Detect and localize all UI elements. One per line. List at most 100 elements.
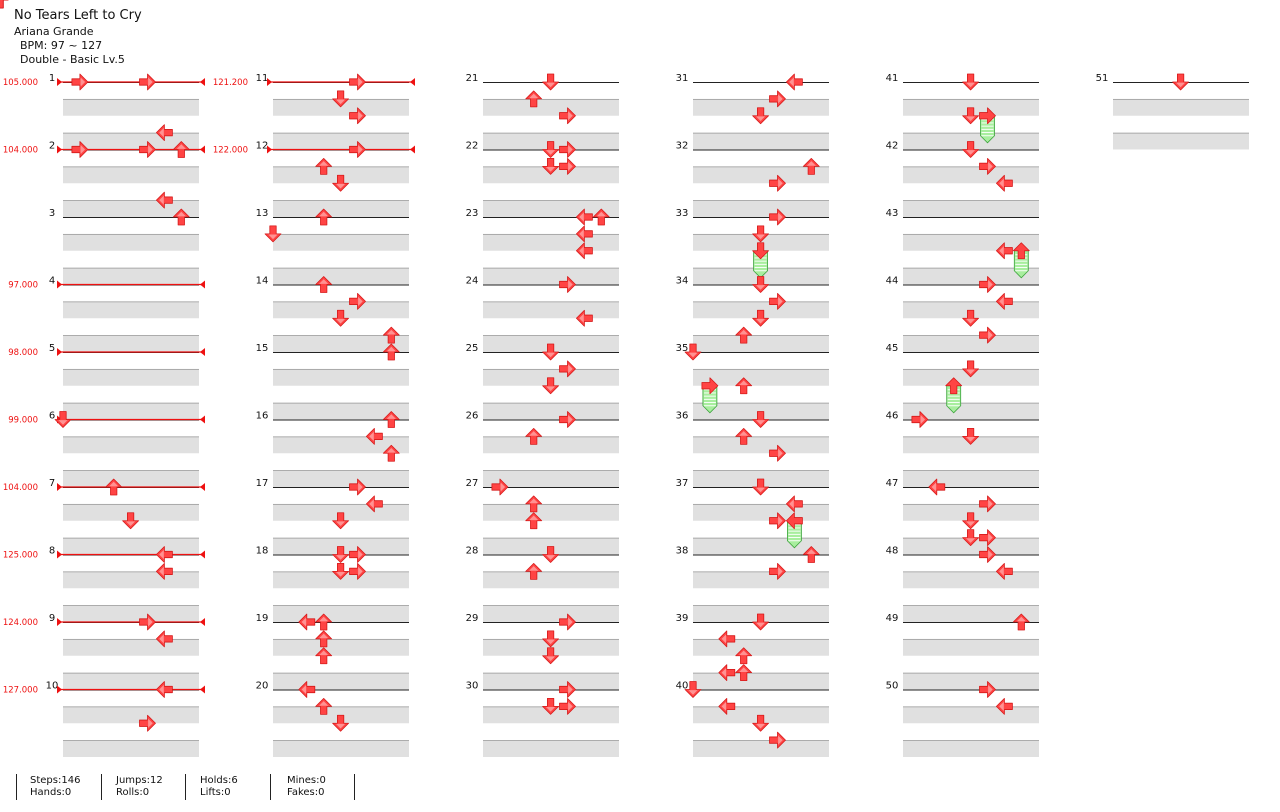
bpm-marker-right (200, 280, 205, 289)
arrow-down-icon (559, 141, 576, 158)
beat-band (483, 402, 619, 420)
beat-band (903, 132, 1039, 150)
arrow-down-icon (139, 714, 156, 732)
arrow-down-icon (559, 107, 576, 125)
bpm-marker-right (410, 78, 415, 86)
arrow-right-icon (525, 512, 543, 530)
arrow-right-icon (525, 427, 543, 445)
beat-band (63, 470, 199, 487)
stat-rolls: Rolls:0 (116, 787, 150, 798)
arrow-up-icon (718, 664, 736, 682)
arrow-right-icon (802, 157, 820, 175)
beat-band (273, 267, 409, 285)
bpm-value: 97.000 (8, 281, 38, 291)
arrow-up-icon (576, 208, 593, 226)
measure-number: 35 (676, 343, 689, 354)
beat-band (693, 402, 829, 420)
beat-band (273, 436, 409, 454)
arrow-up-icon (576, 225, 593, 243)
beat-band (483, 267, 619, 285)
beat-band (483, 740, 619, 757)
hold-note (945, 377, 963, 414)
arrow-left-icon (542, 343, 559, 361)
arrow-up-icon (996, 174, 1013, 192)
beat-band (693, 200, 829, 217)
beat-band (693, 503, 829, 521)
arrow-down-icon (349, 562, 366, 580)
bpm-value: 105.000 (3, 78, 38, 88)
arrow-up-icon (155, 630, 173, 648)
arrow-left-icon (684, 343, 702, 361)
arrow-down-icon (349, 478, 366, 496)
arrow-down-icon (979, 326, 996, 344)
measure-labels: 1234567891011121314151617181920212223242… (46, 73, 1109, 692)
hold-note (786, 512, 803, 549)
arrow-left-icon (332, 512, 350, 530)
beat-band (273, 638, 409, 656)
beat-band (63, 605, 199, 622)
beat-band (483, 436, 619, 454)
arrow-right-icon (735, 377, 753, 395)
arrow-down-icon (769, 292, 786, 310)
arrow-left-icon (332, 174, 350, 192)
arrow-right-icon (382, 411, 400, 428)
arrow-left-icon (962, 73, 979, 91)
arrow-left-icon (962, 309, 979, 327)
arrow-down-icon (559, 613, 576, 631)
arrow-down-icon (701, 377, 719, 395)
arrow-down-icon (769, 731, 786, 749)
arrow-right-icon (315, 697, 333, 715)
beat-band (63, 503, 199, 521)
stat-mines: Mines:0 (287, 775, 326, 786)
measure-number: 41 (886, 73, 899, 84)
measure-number: 18 (256, 546, 269, 557)
beat-band (273, 98, 409, 116)
arrow-right-icon (802, 546, 820, 563)
arrow-right-icon (735, 664, 753, 682)
arrow-left-icon (752, 613, 769, 631)
measure-number: 15 (256, 343, 269, 354)
stats-divider (270, 774, 271, 800)
measure-number: 43 (886, 208, 899, 219)
measure-number: 25 (466, 343, 479, 354)
arrow-left-icon (752, 276, 769, 293)
beat-band (693, 233, 829, 251)
bpm-value: 121.200 (213, 78, 248, 88)
arrow-up-icon (155, 681, 173, 698)
arrow-undefined-icon (0, 0, 9, 9)
measure-number: 48 (886, 546, 899, 557)
hold-note (1012, 242, 1030, 279)
bpm-marker-right (200, 483, 205, 491)
bpm-marker-left (57, 618, 62, 626)
arrow-left-icon (1172, 73, 1189, 91)
arrow-up-icon (786, 73, 803, 91)
beat-band (693, 368, 829, 386)
beat-band (63, 706, 199, 724)
arrow-left-icon (542, 546, 559, 563)
arrow-down-icon (979, 546, 996, 563)
arrow-left-icon (752, 309, 769, 327)
beat-band (273, 368, 409, 386)
arrow-up-icon (365, 427, 383, 445)
arrow-left-icon (332, 309, 350, 327)
beat-band (903, 402, 1039, 420)
arrow-right-icon (315, 647, 333, 665)
beat-band (903, 368, 1039, 386)
arrow-right-icon (105, 478, 123, 496)
beat-band (273, 672, 409, 690)
measure-grid (63, 82, 1249, 757)
arrow-right-icon (315, 613, 333, 631)
measure-number: 40 (676, 681, 689, 692)
beat-band (693, 672, 829, 690)
beat-band (693, 335, 829, 352)
measure-number: 24 (466, 276, 479, 287)
beat-band (63, 301, 199, 319)
beat-band (273, 335, 409, 352)
measure-number: 50 (886, 681, 899, 692)
measure-number: 45 (886, 343, 899, 354)
arrow-left-icon (962, 360, 979, 378)
arrow-left-icon (962, 107, 979, 125)
arrow-right-icon (592, 208, 610, 226)
arrow-left-icon (332, 714, 350, 732)
measure-number: 36 (676, 411, 689, 422)
